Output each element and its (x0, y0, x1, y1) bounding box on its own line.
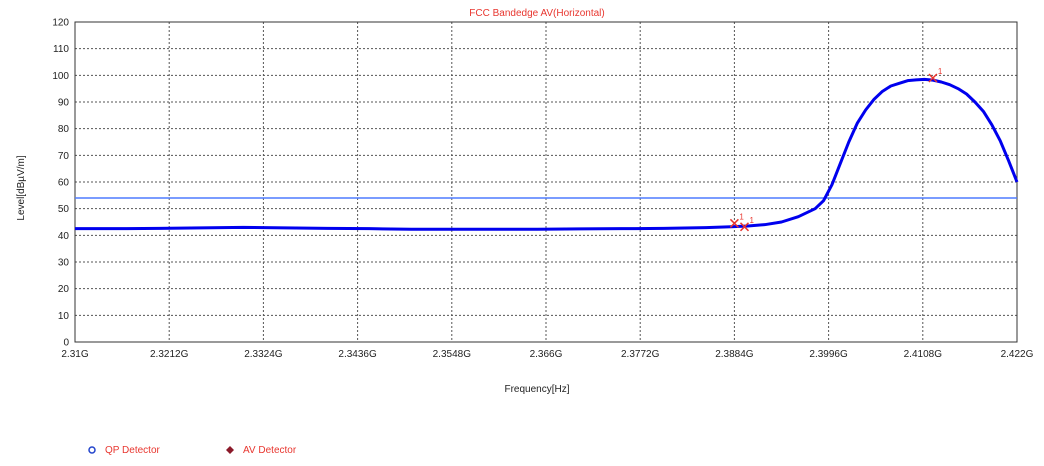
x-tick-label: 2.3436G (338, 349, 377, 360)
x-tick-label: 2.3996G (809, 349, 848, 360)
y-tick-label: 60 (58, 178, 70, 189)
peak-marker-label: 1 (739, 212, 744, 221)
y-tick-label: 10 (58, 311, 70, 322)
peak-marker-label: 1 (938, 67, 943, 76)
x-axis-ticks: 2.31G 2.3212G 2.3324G 2.3436G 2.3548G 2.366G 2… (61, 349, 1033, 360)
y-tick-label: 70 (58, 151, 70, 162)
x-axis-label: Frequency[Hz] (504, 384, 569, 395)
y-tick-label: 100 (52, 71, 69, 82)
legend-label: QP Detector (105, 445, 161, 456)
y-tick-label: 80 (58, 124, 70, 135)
x-tick-label: 2.422G (1001, 349, 1034, 360)
legend-circle-marker (88, 446, 96, 454)
x-tick-label: 2.3548G (433, 349, 472, 360)
y-axis-label: Level[dBµV/m] (16, 155, 27, 220)
series-line (75, 77, 1019, 231)
peak-marker (928, 73, 938, 83)
legend-label: AV Detector (243, 445, 297, 456)
grid (75, 22, 1017, 342)
legend-diamond-marker (226, 446, 234, 454)
x-tick-label: 2.3324G (244, 349, 283, 360)
y-tick-label: 120 (52, 18, 69, 29)
y-axis-ticks: 0 10 20 30 40 50 60 70 80 90 100 110 120 (52, 18, 69, 349)
series-layer (75, 77, 1019, 231)
peak-marker (739, 222, 750, 232)
x-tick-label: 2.3212G (150, 349, 189, 360)
marker-layer: 1 11 (729, 67, 943, 232)
peak-marker (729, 218, 739, 228)
x-tick-label: 2.366G (530, 349, 563, 360)
y-tick-label: 30 (58, 258, 70, 269)
legend: QP Detector AV Detector (88, 445, 297, 456)
y-tick-label: 20 (58, 284, 70, 295)
y-tick-label: 50 (58, 204, 70, 215)
x-tick-label: 2.4108G (904, 349, 943, 360)
y-tick-label: 0 (63, 338, 69, 349)
x-tick-label: 2.3772G (621, 349, 660, 360)
x-tick-label: 2.3884G (715, 349, 754, 360)
y-tick-label: 90 (58, 98, 70, 109)
y-tick-label: 40 (58, 231, 70, 242)
y-tick-label: 110 (53, 44, 69, 55)
x-tick-label: 2.31G (61, 349, 88, 360)
peak-marker-label: 1 (749, 216, 754, 225)
chart-title: FCC Bandedge AV(Horizontal) (469, 8, 604, 19)
